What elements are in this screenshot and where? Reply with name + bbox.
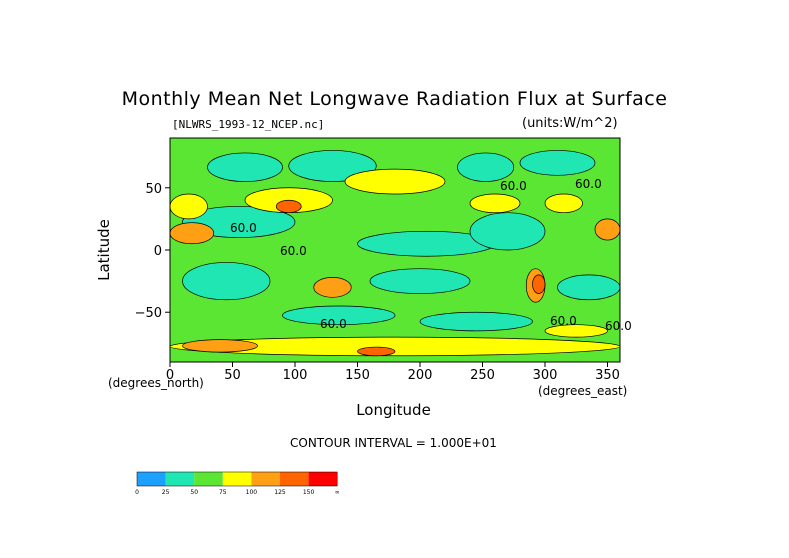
colorbar-label: ∞ <box>335 489 340 496</box>
x-axis-label: Longitude <box>0 401 789 419</box>
colorbar-label: 25 <box>162 489 170 496</box>
colorbar-label: 75 <box>219 489 227 496</box>
x-tick-label: 200 <box>408 368 433 383</box>
y-tick-label: 0 <box>154 244 162 259</box>
x-unit-label: (degrees_east) <box>538 384 628 398</box>
contour-label: 60.0 <box>550 314 577 328</box>
colorbar-label: 0 <box>135 489 139 496</box>
colorbar-frame <box>136 471 338 487</box>
field-region <box>275 199 302 214</box>
field-region <box>557 274 620 301</box>
colorbar-swatch <box>251 472 280 486</box>
colorbar-label: 150 <box>303 489 315 496</box>
field-region <box>170 336 620 357</box>
colorbar-swatch <box>165 472 195 486</box>
field-region <box>532 274 546 294</box>
field-region <box>594 218 620 241</box>
file-label: [NLWRS_1993-12_NCEP.nc] <box>172 118 325 131</box>
y-tick-label: 50 <box>145 182 162 197</box>
contour-label: 60.0 <box>575 177 602 191</box>
field-region <box>544 193 583 214</box>
colorbar-swatch <box>194 472 223 486</box>
x-tick-label: 350 <box>595 368 620 383</box>
field-region <box>182 339 258 353</box>
field-region <box>182 262 271 301</box>
chart-title: Monthly Mean Net Longwave Radiation Flux… <box>121 88 668 110</box>
field-region <box>357 346 396 357</box>
field-region <box>519 150 596 176</box>
field-region <box>419 311 533 332</box>
field-region <box>313 277 352 298</box>
x-axis-label-text: Longitude <box>356 401 431 419</box>
colorbar-label: 125 <box>274 489 286 496</box>
colorbar-label: 50 <box>190 489 198 496</box>
contour-label: 60.0 <box>320 317 347 331</box>
x-tick-label: 50 <box>224 368 241 383</box>
field-region <box>282 305 396 326</box>
x-tick-label: 300 <box>533 368 558 383</box>
colorbar-label: 100 <box>246 489 258 496</box>
field-region <box>469 193 521 214</box>
field-region <box>344 168 446 195</box>
contour-label: 60.0 <box>230 221 257 235</box>
units-label: (units:W/m^2) <box>522 116 618 131</box>
x-tick-label: 150 <box>345 368 370 383</box>
x-tick-label: 250 <box>470 368 495 383</box>
field-region <box>457 152 515 182</box>
colorbar-swatch <box>137 472 166 486</box>
contour-label: 60.0 <box>280 244 307 258</box>
field-region <box>170 193 208 220</box>
field-region <box>544 324 608 338</box>
field-region <box>207 152 283 182</box>
colorbar-swatch <box>280 472 309 486</box>
contour-label: 60.0 <box>605 319 632 333</box>
field-region <box>288 150 377 182</box>
field-region <box>469 212 546 251</box>
y-tick-label: −50 <box>135 306 162 321</box>
field-layer <box>170 138 620 362</box>
contour-interval-label: CONTOUR INTERVAL = 1.000E+01 <box>290 436 497 450</box>
colorbar-swatch <box>308 472 338 486</box>
contour-label: 60.0 <box>500 179 527 193</box>
x-tick-label: 100 <box>283 368 308 383</box>
x-tick-label: 0 <box>166 368 174 383</box>
y-unit-label: (degrees_north) <box>108 376 204 390</box>
colorbar-swatch <box>222 472 252 486</box>
field-region <box>369 268 471 294</box>
field-region <box>170 222 215 245</box>
